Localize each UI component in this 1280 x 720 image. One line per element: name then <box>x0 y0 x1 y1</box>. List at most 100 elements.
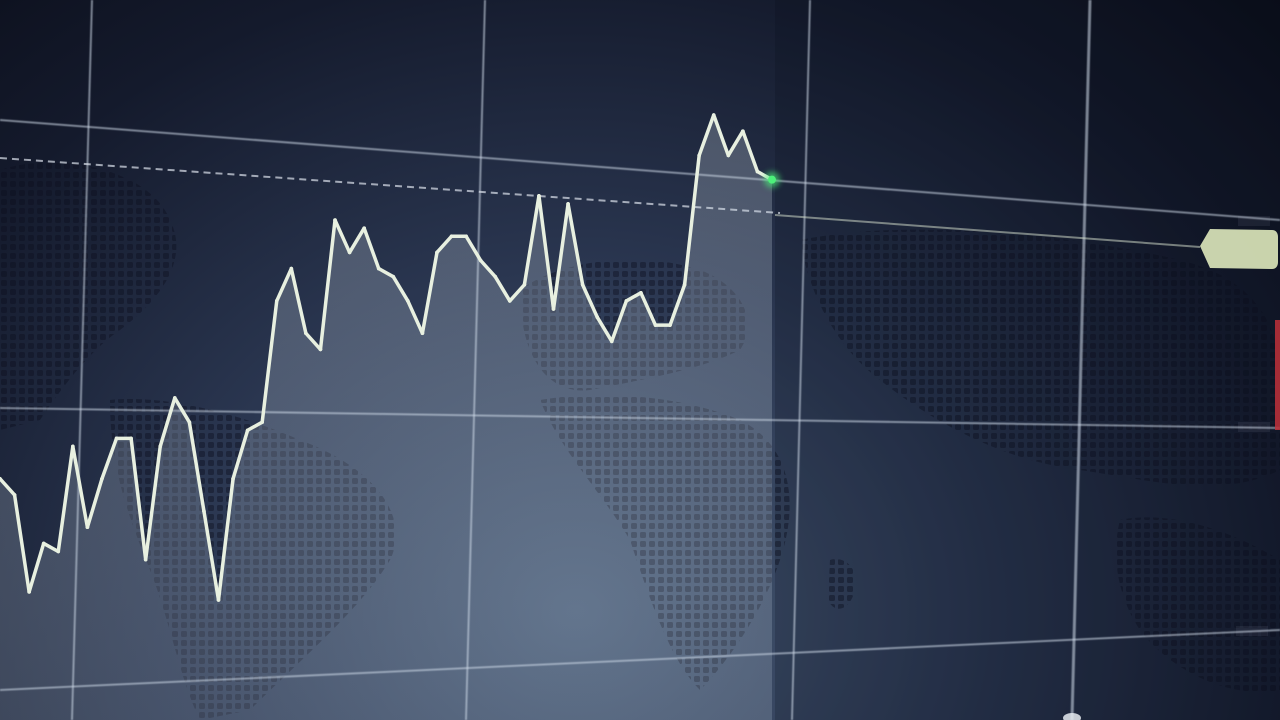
grid-vertical <box>1070 0 1092 720</box>
data-point <box>41 541 46 546</box>
line-segment <box>158 396 177 449</box>
data-point <box>187 420 192 424</box>
data-point <box>551 307 556 311</box>
line-segment <box>275 266 294 303</box>
data-point <box>376 266 381 271</box>
line-segment <box>71 444 90 529</box>
grid-horizontal <box>0 119 1280 221</box>
line-segment <box>27 541 46 594</box>
data-point <box>27 590 31 594</box>
data-point <box>12 493 17 497</box>
data-point <box>566 202 570 206</box>
cursor-handle[interactable] <box>1063 713 1081 720</box>
data-point <box>682 282 687 287</box>
data-point <box>71 444 75 449</box>
axis-tick-bg <box>1238 422 1270 432</box>
line-segment <box>522 194 541 287</box>
line-segment <box>682 153 701 287</box>
data-point <box>464 234 468 239</box>
data-point <box>100 476 104 481</box>
future-region-shade <box>775 0 1280 720</box>
data-point <box>274 299 279 303</box>
data-point <box>406 299 410 303</box>
data-point <box>56 549 61 554</box>
line-segment <box>100 436 119 481</box>
line-segment <box>639 291 658 327</box>
data-point <box>362 226 366 230</box>
data-point <box>289 266 294 271</box>
data-point <box>624 299 629 303</box>
data-point <box>260 420 264 424</box>
data-point <box>711 113 716 117</box>
data-point <box>478 258 483 263</box>
line-segment <box>216 477 235 602</box>
data-point <box>202 509 206 513</box>
line-segment <box>726 129 745 158</box>
data-point <box>216 598 221 602</box>
data-point <box>420 331 425 336</box>
line-segment <box>668 283 687 327</box>
data-point <box>318 347 323 352</box>
data-point <box>449 234 454 239</box>
data-point <box>537 194 541 198</box>
line-segment <box>464 234 483 263</box>
data-point <box>639 291 643 295</box>
line-segment <box>289 266 308 335</box>
data-point <box>668 323 672 327</box>
line-segment <box>12 493 31 594</box>
data-point <box>114 436 119 441</box>
line-segment <box>478 258 497 279</box>
line-segment <box>245 420 264 432</box>
line-segment <box>697 113 716 158</box>
line-segment <box>173 396 192 424</box>
data-point <box>522 282 527 287</box>
line-segment <box>0 477 17 497</box>
price-line-series <box>0 113 774 602</box>
line-segment <box>143 444 162 562</box>
line-segment <box>304 331 323 352</box>
line-segment <box>566 202 585 287</box>
line-segment <box>406 299 425 335</box>
line-segment <box>610 299 629 344</box>
line-segment <box>595 315 614 344</box>
line-segment <box>420 250 439 335</box>
data-point <box>0 476 2 481</box>
line-segment <box>711 113 731 158</box>
axis-tick-bg <box>1238 216 1270 226</box>
data-point <box>726 153 731 158</box>
line-segment <box>435 234 454 255</box>
line-segment <box>508 283 527 303</box>
data-point <box>158 444 163 449</box>
line-segment <box>493 274 512 303</box>
data-point <box>333 218 337 222</box>
line-segment <box>580 283 599 319</box>
line-segment <box>376 266 396 279</box>
data-point <box>697 153 701 158</box>
data-point <box>493 274 498 279</box>
data-point <box>391 274 396 279</box>
data-point <box>245 428 250 433</box>
line-segment <box>333 218 352 255</box>
data-point <box>580 282 585 287</box>
data-point <box>85 525 90 530</box>
data-point <box>129 436 133 441</box>
data-point <box>609 339 614 344</box>
line-segment <box>318 218 337 352</box>
data-point <box>143 557 148 562</box>
line-segment <box>537 194 556 311</box>
line-segment <box>260 299 279 424</box>
data-point <box>653 323 658 327</box>
line-segment <box>231 428 250 481</box>
line-segment <box>202 509 221 602</box>
grid-vertical <box>791 0 811 720</box>
dashed-level-line <box>0 157 781 214</box>
line-segment <box>391 274 410 303</box>
line-segment <box>624 291 643 303</box>
line-segment <box>741 129 760 174</box>
line-segment <box>85 477 104 529</box>
line-segment <box>41 541 61 554</box>
data-point <box>755 169 760 174</box>
data-point <box>304 331 308 336</box>
axis-tick-bg <box>1236 626 1268 636</box>
